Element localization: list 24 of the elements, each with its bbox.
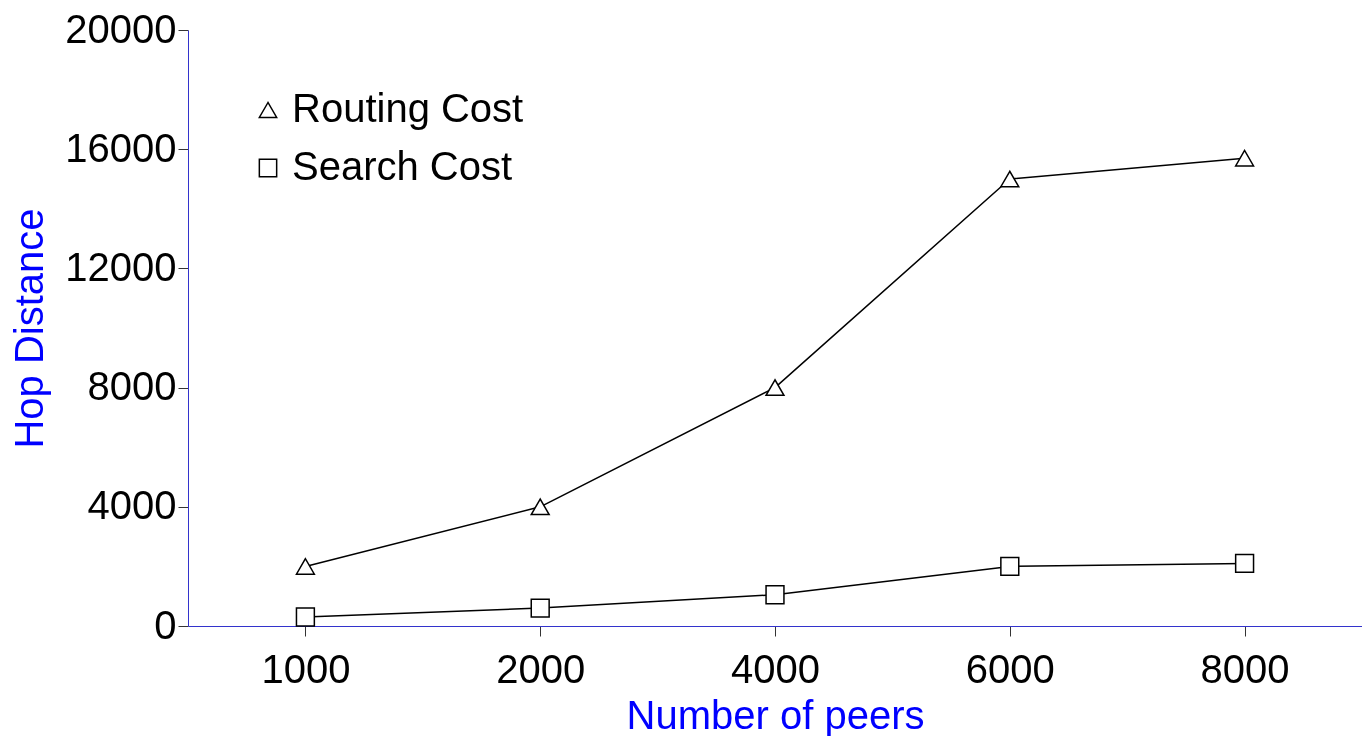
point bbox=[1000, 170, 1020, 188]
y-tick-label: 16000 bbox=[65, 125, 177, 170]
y-tick-label: 8000 bbox=[87, 364, 177, 409]
y-axis-title: Hop Distance bbox=[7, 208, 52, 449]
point bbox=[1234, 553, 1255, 574]
point bbox=[1000, 556, 1020, 577]
x-tick-label: 8000 bbox=[1200, 646, 1290, 691]
point bbox=[530, 598, 550, 618]
x-tick-label: 2000 bbox=[496, 646, 586, 691]
point bbox=[295, 557, 316, 575]
y-tick-label: 4000 bbox=[87, 483, 177, 528]
y-tick-label: 12000 bbox=[65, 244, 177, 289]
legend-label: Search Cost bbox=[292, 144, 513, 188]
point bbox=[295, 607, 316, 627]
x-tick-label: 6000 bbox=[965, 646, 1055, 691]
x-tick-label: 1000 bbox=[261, 646, 351, 691]
x-tick-label: 4000 bbox=[731, 646, 820, 691]
y-tick-label: 20000 bbox=[65, 6, 177, 51]
legend-label: Routing Cost bbox=[292, 86, 524, 130]
point bbox=[765, 585, 785, 605]
y-tick-label: 0 bbox=[154, 602, 177, 647]
point bbox=[1234, 149, 1255, 167]
point bbox=[530, 498, 550, 516]
point bbox=[765, 379, 785, 397]
